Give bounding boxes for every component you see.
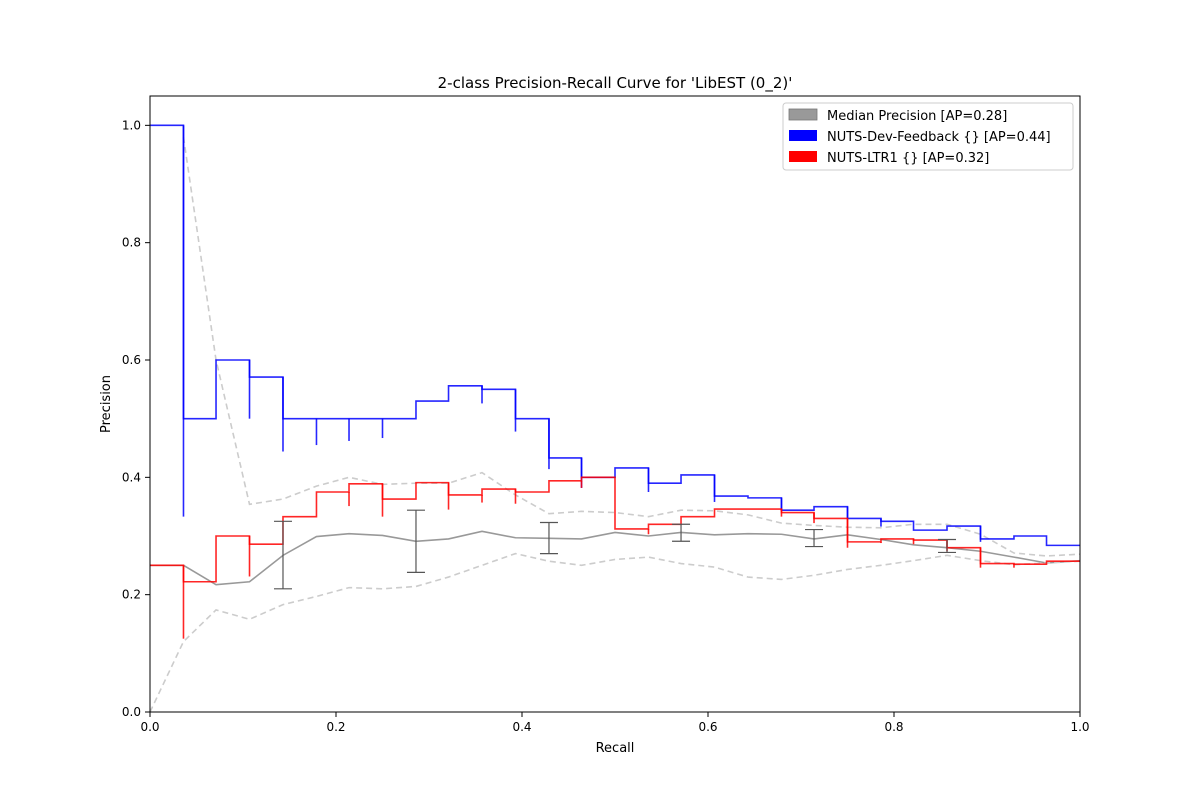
x-axis: 0.0 0.2 0.4 0.6 0.8 1.0 [140, 712, 1090, 734]
y-tick-label-5: 1.0 [122, 118, 141, 132]
legend-swatch-ltr1 [789, 151, 817, 162]
error-bar-2 [539, 521, 558, 555]
y-tick-label-0: 0.0 [122, 705, 141, 719]
legend-label-dev-feedback: NUTS-Dev-Feedback {} [AP=0.44] [827, 130, 1051, 145]
y-axis-label: Precision [99, 375, 114, 433]
error-bar-5 [938, 538, 957, 554]
legend-label-median: Median Precision [AP=0.28] [827, 109, 1007, 124]
error-bar-4 [805, 528, 824, 548]
axes-frame [149, 95, 1081, 713]
x-tick-label-0: 0.0 [140, 720, 159, 734]
error-bar-1 [406, 509, 425, 573]
x-tick-label-2: 0.4 [512, 720, 531, 734]
x-tick-label-1: 0.2 [326, 720, 345, 734]
y-tick-label-3: 0.6 [122, 353, 141, 367]
x-tick-label-3: 0.6 [698, 720, 717, 734]
error-bar-0 [273, 520, 292, 590]
x-tick-label-5: 1.0 [1070, 720, 1089, 734]
plot-area [149, 124, 1081, 713]
y-tick-label-4: 0.8 [122, 236, 141, 250]
legend-box [782, 102, 1074, 171]
series-median-precision-ap-0-28 [150, 530, 1081, 586]
legend-swatch-dev-feedback [789, 130, 817, 141]
x-axis-label: Recall [596, 741, 635, 756]
y-tick-label-1: 0.2 [122, 588, 141, 602]
chart-title: 2-class Precision-Recall Curve for 'LibE… [438, 74, 793, 93]
legend-label-ltr1: NUTS-LTR1 {} [AP=0.32] [827, 151, 989, 166]
x-tick-label-4: 0.8 [884, 720, 903, 734]
series-upper-band [182, 136, 1081, 557]
legend-swatch-median [788, 108, 818, 121]
y-tick-label-2: 0.4 [122, 470, 141, 484]
y-axis: 0.0 0.2 0.4 0.6 0.8 1.0 [122, 118, 150, 719]
series-lower-band [149, 552, 1081, 713]
error-bar-3 [672, 523, 691, 542]
legend: Median Precision [AP=0.28] NUTS-Dev-Feed… [782, 102, 1074, 171]
